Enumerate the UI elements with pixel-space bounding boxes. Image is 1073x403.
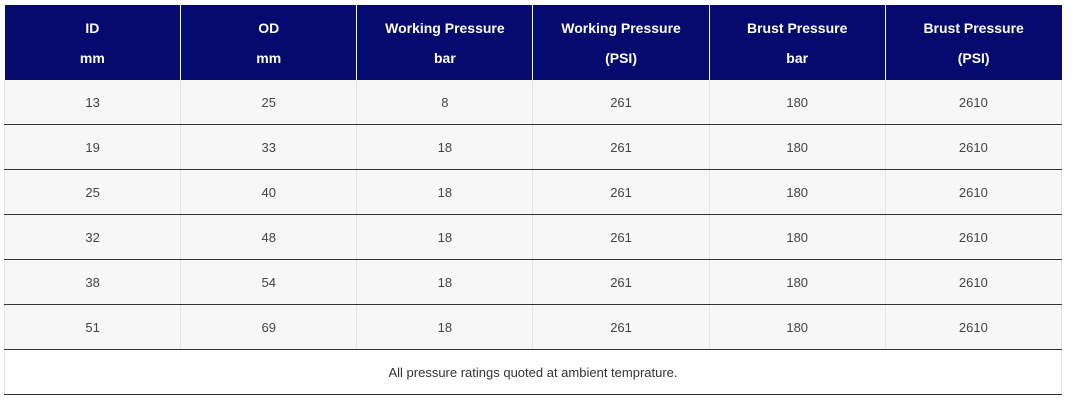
cell-brust-pressure-psi: 2610 [884, 124, 1063, 170]
table-body: 13 25 8 261 180 2610 19 33 18 261 180 26… [3, 80, 1063, 395]
cell-working-pressure-bar: 18 [356, 259, 533, 305]
header-id: ID mm [5, 5, 181, 80]
cell-brust-pressure-psi: 2610 [884, 259, 1063, 305]
header-working-pressure-bar: Working Pressure bar [356, 5, 533, 80]
cell-id: 13 [3, 80, 181, 125]
cell-brust-pressure-bar: 180 [708, 80, 886, 125]
header-brust-pressure-bar: Brust Pressure bar [708, 5, 886, 80]
cell-working-pressure-psi: 261 [532, 169, 710, 215]
header-id-label: ID [85, 19, 100, 36]
table-row: 13 25 8 261 180 2610 [3, 80, 1063, 125]
header-working-pressure-psi: Working Pressure (PSI) [532, 5, 710, 80]
table-row: 32 48 18 261 180 2610 [3, 214, 1063, 260]
header-brust-pressure-psi-label: Brust Pressure [923, 19, 1024, 36]
header-working-pressure-bar-unit: bar [433, 49, 456, 66]
pressure-spec-table-container: ID mm OD mm Working Pressure bar Working… [3, 5, 1063, 395]
cell-brust-pressure-bar: 180 [708, 259, 886, 305]
cell-od: 48 [180, 214, 357, 260]
cell-id: 19 [3, 124, 181, 170]
cell-working-pressure-bar: 18 [356, 304, 533, 350]
cell-working-pressure-psi: 261 [532, 304, 710, 350]
cell-id: 51 [3, 304, 181, 350]
cell-od: 54 [180, 259, 357, 305]
header-od-unit: mm [256, 49, 282, 66]
cell-working-pressure-psi: 261 [532, 214, 710, 260]
header-od-label: OD [258, 19, 280, 36]
cell-brust-pressure-bar: 180 [708, 169, 886, 215]
header-id-unit: mm [79, 49, 105, 66]
cell-brust-pressure-psi: 2610 [884, 169, 1063, 215]
cell-brust-pressure-bar: 180 [708, 124, 886, 170]
header-brust-pressure-psi-unit: (PSI) [957, 49, 990, 66]
cell-working-pressure-bar: 8 [356, 80, 533, 125]
table-row: 25 40 18 261 180 2610 [3, 169, 1063, 215]
header-brust-pressure-bar-label: Brust Pressure [747, 19, 848, 36]
cell-id: 25 [3, 169, 181, 215]
cell-id: 32 [3, 214, 181, 260]
cell-working-pressure-psi: 261 [532, 259, 710, 305]
cell-working-pressure-bar: 18 [356, 214, 533, 260]
cell-od: 33 [180, 124, 357, 170]
header-brust-pressure-bar-unit: bar [786, 49, 809, 66]
cell-brust-pressure-psi: 2610 [884, 214, 1063, 260]
table-row: 19 33 18 261 180 2610 [3, 124, 1063, 170]
header-row: ID mm OD mm Working Pressure bar Working… [4, 5, 1062, 80]
cell-working-pressure-bar: 18 [356, 169, 533, 215]
cell-od: 25 [180, 80, 357, 125]
table-note: All pressure ratings quoted at ambient t… [4, 349, 1062, 395]
header-od: OD mm [180, 5, 357, 80]
table-header: ID mm OD mm Working Pressure bar Working… [4, 5, 1062, 80]
header-working-pressure-psi-unit: (PSI) [605, 49, 637, 66]
header-working-pressure-psi-label: Working Pressure [561, 19, 681, 36]
cell-od: 69 [180, 304, 357, 350]
header-brust-pressure-psi: Brust Pressure (PSI) [884, 5, 1062, 80]
cell-brust-pressure-bar: 180 [708, 304, 886, 350]
table-row: 38 54 18 261 180 2610 [3, 259, 1063, 305]
pressure-spec-table: ID mm OD mm Working Pressure bar Working… [3, 5, 1063, 395]
header-working-pressure-bar-label: Working Pressure [385, 19, 505, 36]
cell-working-pressure-bar: 18 [356, 124, 533, 170]
cell-brust-pressure-psi: 2610 [884, 80, 1063, 125]
cell-brust-pressure-psi: 2610 [884, 304, 1063, 350]
cell-od: 40 [180, 169, 357, 215]
table-row: 51 69 18 261 180 2610 [3, 304, 1063, 350]
cell-working-pressure-psi: 261 [532, 124, 710, 170]
table-note-row: All pressure ratings quoted at ambient t… [4, 349, 1062, 395]
cell-brust-pressure-bar: 180 [708, 214, 886, 260]
cell-working-pressure-psi: 261 [532, 80, 710, 125]
cell-id: 38 [3, 259, 181, 305]
